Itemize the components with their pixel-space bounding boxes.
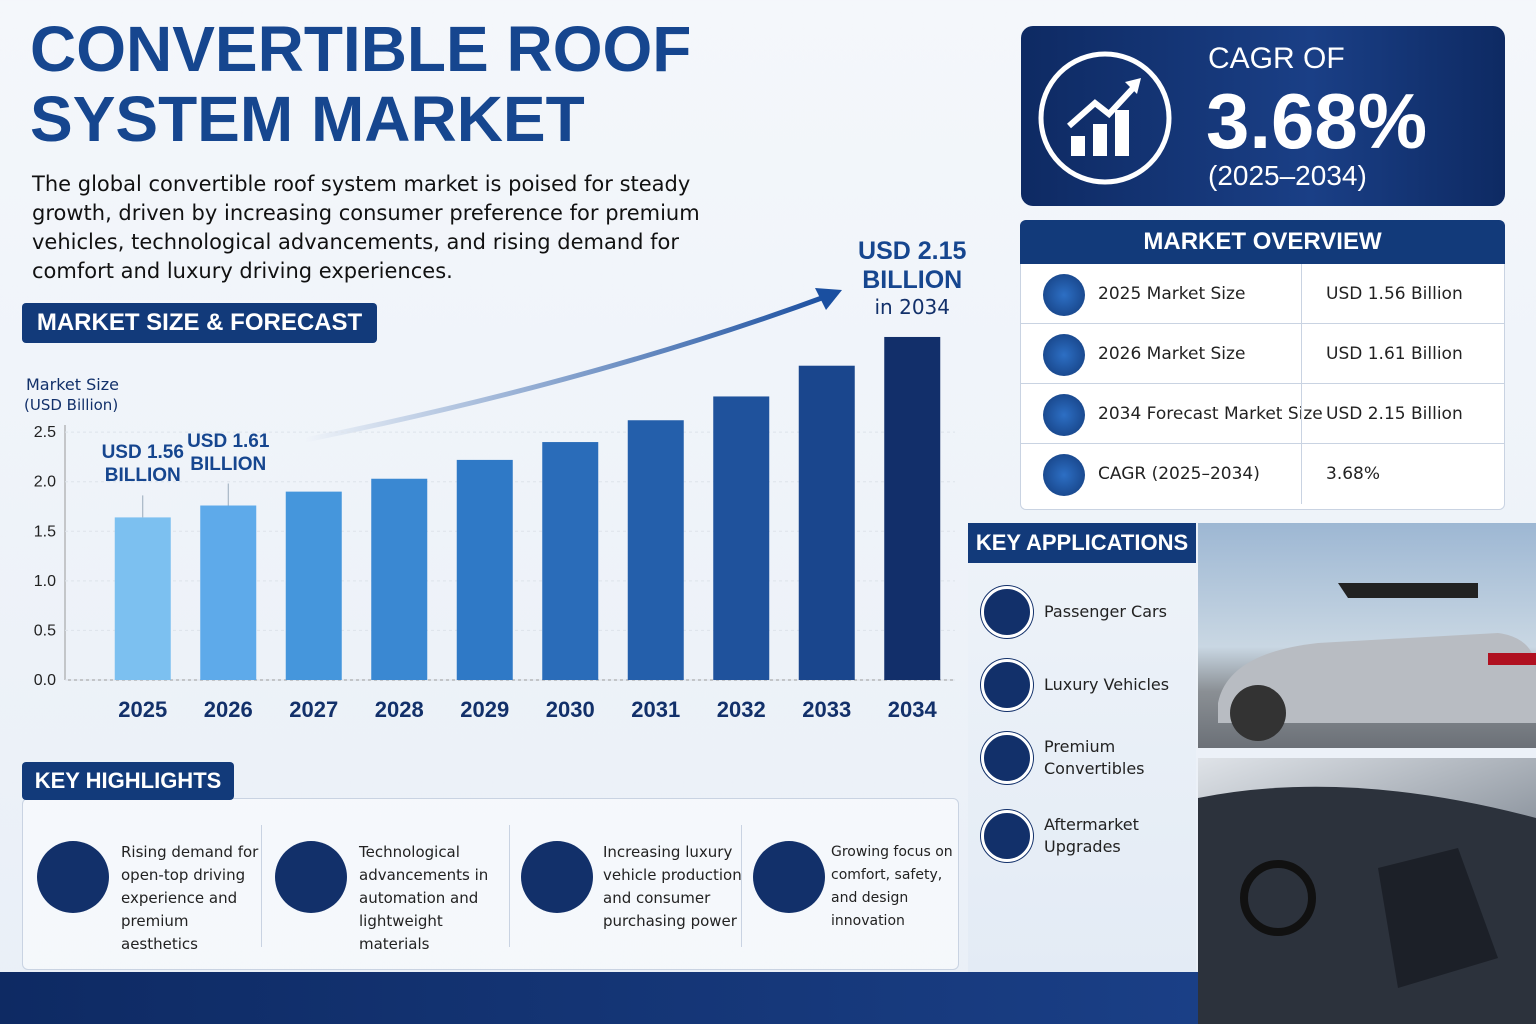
- overview-icon: [1043, 394, 1085, 436]
- overview-icon: [1043, 274, 1085, 316]
- application-label: Luxury Vehicles: [1044, 675, 1170, 694]
- overview-value: USD 2.15 Billion: [1326, 404, 1463, 424]
- application-label: Premium Convertibles: [1044, 737, 1145, 778]
- x-tick-label: 2030: [546, 697, 595, 722]
- overview-row: [1021, 384, 1504, 444]
- chart-title: MARKET SIZE & FORECAST: [22, 303, 377, 343]
- cagr-icon: [1038, 51, 1172, 185]
- annotation-subtext: in 2034: [874, 294, 951, 319]
- highlight-text: Technological advancements in automation…: [359, 843, 489, 953]
- y-label: Market Size: [26, 375, 119, 394]
- bar: [713, 396, 770, 680]
- highlight-divider: [741, 825, 742, 947]
- application-label: Aftermarket Upgrades: [1044, 815, 1139, 856]
- application-icon: [981, 810, 1033, 862]
- bar: [456, 459, 513, 680]
- bar: [798, 365, 855, 680]
- x-tick-label: 2029: [460, 697, 509, 722]
- highlight-text: Rising demand for open-top driving exper…: [121, 843, 259, 953]
- overview-value: USD 1.56 Billion: [1326, 284, 1463, 304]
- y-tick-label: 1.0: [34, 573, 56, 590]
- y-tick-label: 2.0: [34, 474, 56, 491]
- cagr-box: CAGR OF 3.68% (2025–2034): [1021, 26, 1505, 206]
- highlight-icon: [275, 841, 347, 913]
- overview-divider: [1301, 384, 1302, 444]
- annotation: USD 2.15 BILLION: [858, 236, 967, 294]
- photo-car-exterior: [1198, 523, 1536, 748]
- bar: [627, 420, 684, 680]
- overview-value: USD 1.61 Billion: [1326, 344, 1463, 364]
- overview-panel: MARKET OVERVIEW 2025 Market Size USD 1.56…: [1020, 220, 1505, 510]
- overview-label: 2026 Market Size: [1098, 344, 1246, 364]
- cagr-period: (2025–2034): [1208, 160, 1367, 191]
- highlight-text: Increasing luxury vehicle production and…: [603, 843, 742, 930]
- y-tick-label: 2.5: [34, 424, 56, 441]
- x-tick-label: 2026: [204, 697, 253, 722]
- overview-title: MARKET OVERVIEW: [1020, 220, 1505, 264]
- cagr-value: 3.68%: [1206, 77, 1428, 165]
- overview-row: [1021, 324, 1504, 384]
- overview-row: [1021, 444, 1504, 504]
- y-tick-label: 1.5: [34, 523, 56, 540]
- x-tick-label: 2032: [717, 697, 766, 722]
- applications-title: KEY APPLICATIONS: [968, 523, 1196, 563]
- application-icon: [981, 659, 1033, 711]
- application-label: Passenger Cars: [1044, 602, 1167, 621]
- bar: [200, 505, 257, 680]
- highlight-divider: [261, 825, 262, 947]
- x-tick-label: 2027: [289, 697, 338, 722]
- y-tick-label: 0.0: [34, 672, 56, 689]
- annotation: USD 1.61 BILLION: [187, 430, 270, 475]
- x-tick-label: 2034: [888, 697, 938, 722]
- overview-divider: [1301, 444, 1302, 504]
- application-icon: [981, 732, 1033, 784]
- overview-divider: [1301, 264, 1302, 324]
- arrow-head: [815, 288, 842, 310]
- footer-band: [0, 972, 1198, 1024]
- application-icon: [981, 586, 1033, 638]
- bar: [285, 491, 342, 680]
- highlight-divider: [509, 825, 510, 947]
- bar: [884, 336, 941, 680]
- overview-icon: [1043, 334, 1085, 376]
- highlight-icon: [37, 841, 109, 913]
- overview-row: [1021, 264, 1504, 324]
- x-tick-label: 2025: [118, 697, 167, 722]
- overview-label: 2025 Market Size: [1098, 284, 1246, 304]
- applications-panel: KEY APPLICATIONS Passenger Cars Luxury Ve…: [968, 523, 1196, 973]
- overview-label: 2034 Forecast Market Size: [1098, 404, 1323, 424]
- overview-divider: [1301, 324, 1302, 384]
- photo-car-interior: [1198, 758, 1536, 1024]
- overview-value: 3.68%: [1326, 464, 1381, 484]
- x-tick-label: 2033: [802, 697, 851, 722]
- highlights-panel: Rising demand for open-top driving exper…: [22, 798, 959, 970]
- cagr-label: CAGR OF: [1208, 42, 1345, 75]
- annotation: USD 1.56 BILLION: [101, 442, 184, 487]
- description: The global convertible roof system marke…: [32, 172, 700, 283]
- y-tick-label: 0.5: [34, 622, 56, 639]
- x-tick-label: 2028: [375, 697, 424, 722]
- highlight-icon: [753, 841, 825, 913]
- title: CONVERTIBLE ROOF SYSTEM MARKET: [30, 13, 692, 155]
- highlight-text: Growing focus on comfort, safety, and de…: [831, 844, 953, 929]
- overview-label: CAGR (2025–2034): [1098, 464, 1260, 484]
- bar: [114, 517, 171, 680]
- bar: [542, 442, 599, 680]
- trend-arrow: [304, 292, 831, 443]
- highlights-title: KEY HIGHLIGHTS: [22, 762, 234, 800]
- overview-icon: [1043, 454, 1085, 496]
- highlight-icon: [521, 841, 593, 913]
- bar: [371, 478, 428, 680]
- x-tick-label: 2031: [631, 697, 680, 722]
- y-unit: (USD Billion): [24, 396, 119, 414]
